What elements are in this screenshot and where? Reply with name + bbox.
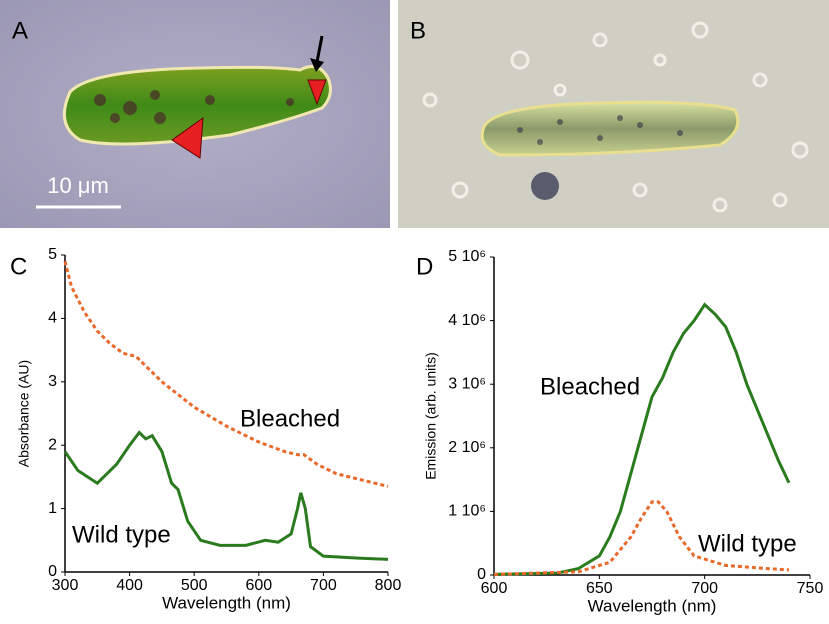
y-axis-label: Absorbance (AU) [16, 360, 32, 467]
y-tick-label: 0 [48, 563, 57, 580]
line-series [493, 302, 791, 576]
series-label: Wild type [698, 530, 797, 557]
x-axis-label: Wavelength (nm) [162, 593, 291, 612]
y-tick-label: 4 [48, 310, 57, 327]
x-tick-label: 600 [481, 580, 508, 597]
x-tick-label: 400 [116, 577, 143, 594]
panel-label: D [416, 253, 433, 280]
x-tick-label: 650 [586, 580, 613, 597]
y-tick-label: 1 [48, 500, 57, 517]
series-label: Wild type [72, 521, 171, 548]
y-tick-label: 1 10⁶ [448, 503, 486, 520]
series-label: Bleached [540, 373, 640, 400]
line-series [493, 500, 790, 576]
micrograph-b: B [398, 0, 829, 228]
x-tick-label: 800 [375, 577, 402, 594]
x-tick-label: 500 [181, 577, 208, 594]
y-tick-label: 2 10⁶ [448, 439, 486, 456]
y-tick-label: 2 [48, 436, 57, 453]
panel-label: C [10, 253, 27, 280]
y-tick-label: 5 10⁶ [448, 248, 486, 265]
y-tick-label: 3 10⁶ [448, 375, 486, 392]
line-series [63, 260, 389, 488]
x-tick-label: 750 [797, 580, 824, 597]
y-axis-label: Emission (arb. units) [423, 352, 439, 480]
x-axis-label: Wavelength (nm) [588, 596, 717, 615]
y-tick-label: 3 [48, 373, 57, 390]
x-tick-label: 600 [245, 577, 272, 594]
series-label: Bleached [240, 405, 340, 432]
y-tick-label: 4 10⁶ [448, 312, 486, 329]
x-tick-label: 700 [691, 580, 718, 597]
line-series [63, 430, 389, 561]
micrograph-a: 10 μm A [0, 0, 390, 228]
x-tick-label: 700 [310, 577, 337, 594]
y-tick-label: 0 [477, 566, 486, 583]
x-tick-label: 300 [52, 577, 79, 594]
panel-label: A [12, 17, 28, 44]
scale-bar-label: 10 μm [47, 173, 109, 198]
y-tick-label: 5 [48, 246, 57, 263]
panel-label: B [410, 17, 426, 44]
